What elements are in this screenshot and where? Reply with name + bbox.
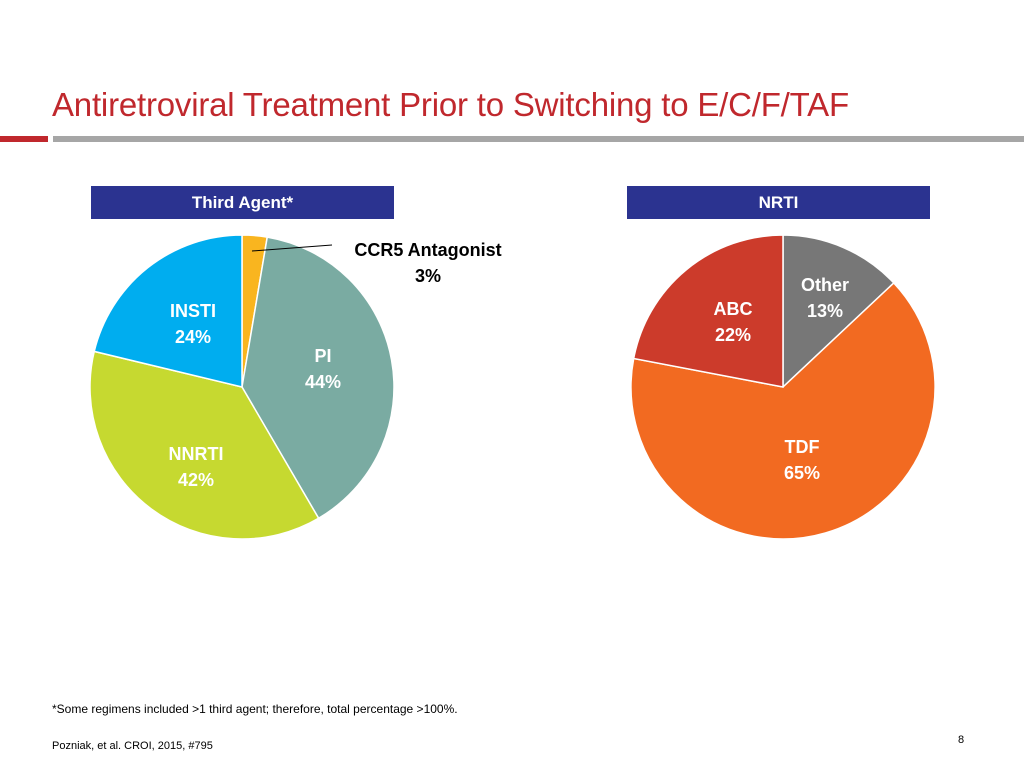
third-agent-slice-nnrti bbox=[89, 350, 320, 540]
footnote: *Some regimens included >1 third agent; … bbox=[52, 702, 458, 716]
third-agent-label-nnrti: NNRTI 42% bbox=[169, 444, 224, 490]
title-rule bbox=[53, 136, 1024, 142]
third-agent-callout-line bbox=[251, 244, 333, 252]
nrti-label-other: Other 13% bbox=[801, 275, 849, 321]
nrti-label-tdf: TDF 65% bbox=[784, 437, 820, 483]
third-agent-label-ccr5-antagonist: CCR5 Antagonist 3% bbox=[354, 240, 501, 286]
third-agent-slice-pi bbox=[241, 236, 395, 520]
page-number: 8 bbox=[958, 734, 965, 746]
nrti-slice-abc bbox=[632, 234, 784, 388]
third-agent-slice-insti bbox=[93, 234, 243, 388]
third-agent-pie: CCR5 Antagonist 3% PI 44% NNRTI 42% INSTI 24% bbox=[89, 234, 502, 540]
nrti-label-abc: ABC 22% bbox=[714, 299, 753, 345]
third-agent-label-insti: INSTI 24% bbox=[170, 301, 216, 347]
nrti-header: NRTI bbox=[627, 186, 930, 219]
citation: Pozniak, et al. CROI, 2015, #795 bbox=[52, 740, 213, 752]
slide-title: Antiretroviral Treatment Prior to Switch… bbox=[52, 86, 849, 123]
third-agent-label-pi: PI 44% bbox=[305, 346, 341, 392]
nrti-pie: Other 13% TDF 65% ABC 22% bbox=[630, 234, 936, 540]
nrti-slice-tdf bbox=[630, 281, 936, 540]
title-rule-accent bbox=[0, 136, 48, 142]
nrti-slice-other bbox=[782, 234, 895, 389]
third-agent-header: Third Agent* bbox=[91, 186, 394, 219]
